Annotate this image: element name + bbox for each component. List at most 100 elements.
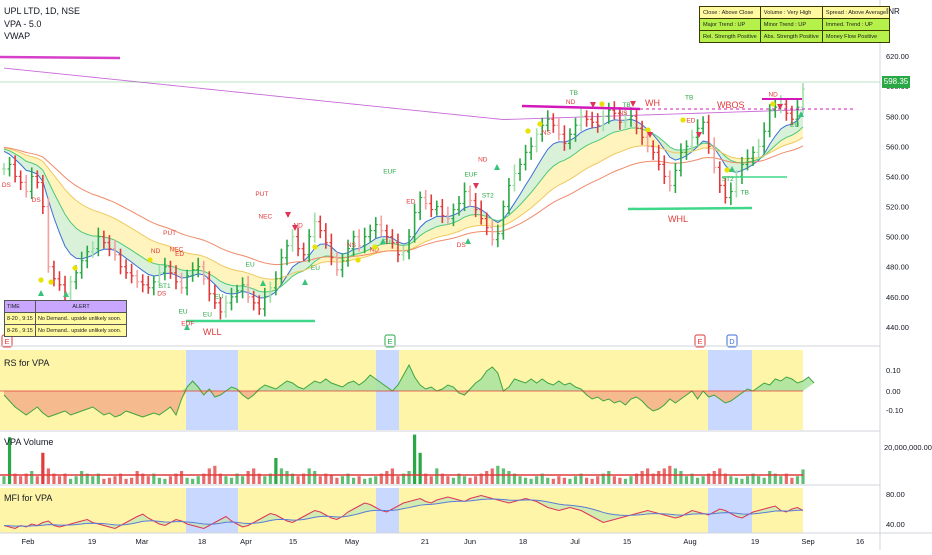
vpa-signal-label: ED	[175, 251, 184, 258]
volume-bar	[135, 471, 139, 484]
volume-bar	[629, 476, 633, 484]
signal-dot	[48, 279, 54, 285]
vpa-signal-label: ST1	[159, 283, 171, 290]
price-bar	[662, 155, 667, 184]
price-bar	[96, 227, 101, 257]
signal-dot	[72, 265, 78, 271]
price-bar	[623, 111, 628, 129]
price-bar	[440, 199, 445, 224]
indicator-vpa-label[interactable]: VPA - 5.0	[4, 19, 42, 29]
volume-bar	[85, 473, 89, 484]
signal-triangle-up	[184, 324, 190, 330]
volume-bar	[546, 477, 550, 484]
price-tick-label: 460.00	[886, 293, 909, 302]
price-bar	[606, 102, 611, 124]
mfi-panel-title[interactable]: MFI for VPA	[4, 493, 53, 503]
signal-triangle-up	[260, 280, 266, 286]
volume-bar	[640, 471, 644, 484]
price-bar	[140, 274, 145, 293]
price-tick-label: 520.00	[886, 203, 909, 212]
price-bar	[384, 224, 389, 245]
vpa-signal-label: ST2	[722, 176, 734, 183]
signal-triangle-down	[630, 101, 636, 107]
price-bar	[745, 149, 750, 171]
price-bar	[63, 275, 68, 302]
volume-bar	[74, 476, 78, 484]
currency-label[interactable]: INR	[886, 7, 900, 16]
price-bar	[279, 248, 284, 285]
signal-triangle-up	[302, 279, 308, 285]
price-bar	[390, 229, 395, 249]
volume-bar	[657, 471, 661, 484]
vpa-signal-label: NS	[618, 110, 628, 117]
volume-bar	[96, 473, 100, 484]
info-major-trend: Major Trend : UP	[699, 18, 761, 31]
vpa-signal-label: NEC	[170, 247, 184, 254]
price-bar	[717, 161, 722, 194]
price-bar	[18, 170, 23, 190]
volume-bar	[518, 476, 522, 484]
volume-bar	[679, 471, 683, 484]
time-tick-label: Apr	[240, 537, 252, 546]
volume-bar	[690, 473, 694, 484]
volume-bar	[523, 477, 528, 484]
vpa-info-table: Close : Above Close Volume : Very High S…	[699, 6, 891, 43]
volume-bar	[662, 468, 666, 484]
volume-bar	[35, 476, 39, 484]
price-bar	[518, 158, 523, 181]
rs-panel-title[interactable]: RS for VPA	[4, 358, 50, 368]
volume-panel-title[interactable]: VPA Volume	[4, 437, 54, 447]
volume-bar	[479, 473, 483, 484]
volume-bar	[734, 477, 739, 484]
indicator-vwap-label[interactable]: VWAP	[4, 31, 31, 41]
price-bar	[640, 120, 645, 145]
price-bar	[212, 284, 217, 309]
volume-bar	[2, 476, 6, 484]
price-bar	[751, 146, 756, 166]
volume-bar	[801, 469, 805, 484]
price-bar	[456, 196, 461, 216]
volume-bar	[191, 478, 195, 484]
price-bar	[368, 224, 373, 243]
volume-bar	[52, 473, 56, 484]
volume-bar	[30, 471, 34, 484]
price-bar	[628, 107, 633, 127]
volume-bar	[729, 476, 733, 484]
price-bar	[162, 257, 167, 281]
signal-dot	[147, 257, 153, 263]
volume-bar	[768, 471, 772, 484]
volume-bar	[274, 458, 278, 484]
price-bar	[462, 182, 467, 212]
price-bar	[85, 245, 90, 269]
price-bar	[251, 290, 256, 311]
price-bar	[534, 128, 539, 153]
volume-bar	[757, 476, 761, 484]
signal-dot	[645, 127, 651, 133]
vpa-signal-label: ND	[566, 99, 576, 106]
price-bar	[451, 203, 456, 227]
price-bar	[673, 162, 678, 194]
price-bar	[651, 140, 656, 160]
time-tick-label: 19	[88, 537, 96, 546]
volume-bar	[202, 473, 206, 484]
volume-bar	[707, 473, 711, 484]
price-bar	[351, 230, 356, 257]
volume-bar	[590, 478, 594, 484]
volume-bar	[290, 473, 295, 484]
signal-dot	[372, 244, 378, 250]
volume-bar	[490, 468, 494, 484]
event-marker-box	[726, 334, 738, 348]
price-bar	[329, 233, 334, 266]
price-bar	[135, 269, 140, 288]
signal-dot	[680, 117, 686, 123]
price-bar	[273, 271, 278, 296]
vpa-signal-label: PUT	[255, 191, 268, 198]
volume-bar	[501, 468, 505, 484]
vpa-signal-label: ND	[370, 247, 380, 254]
volume-bar	[318, 476, 322, 484]
price-bar	[634, 110, 639, 135]
price-tick-label: 480.00	[886, 263, 909, 272]
vpa-signal-label: ND	[151, 248, 161, 255]
price-bar	[35, 170, 40, 189]
